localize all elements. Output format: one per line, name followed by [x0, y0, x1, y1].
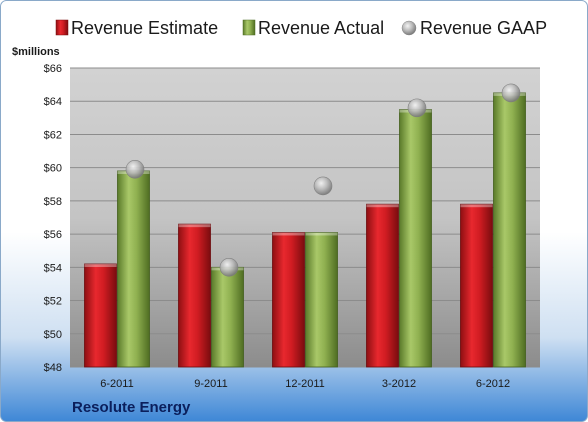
bar-estimate-highlight: [460, 204, 493, 208]
y-tick-label: $52: [44, 296, 62, 308]
legend-label-actual: Revenue Actual: [258, 18, 384, 38]
legend: Revenue Estimate Revenue Actual Revenue …: [55, 18, 547, 38]
gaap-point: [219, 258, 239, 277]
x-tick-label: 6-2012: [476, 378, 510, 390]
y-tick-label: $62: [44, 129, 62, 141]
legend-label-estimate: Revenue Estimate: [71, 18, 218, 38]
bar-estimate-highlight: [366, 204, 399, 208]
gaap-point: [125, 160, 145, 179]
legend-marker-gaap: [401, 20, 417, 36]
y-axis-unit-label: $millions: [12, 46, 60, 58]
x-axis: 6-2011 9-2011 12-2011 3-2012 6-2012: [100, 378, 510, 390]
bar-actual: [493, 92, 526, 368]
gaap-point: [407, 98, 427, 118]
gaap-point: [313, 176, 333, 196]
y-axis: $48 $50 $52 $54 $56 $58 $60 $62 $64 $66: [44, 63, 62, 374]
gaap-markers: [125, 83, 521, 277]
y-tick-label: $60: [44, 163, 62, 175]
bar-estimate-highlight: [272, 232, 305, 236]
gaap-point: [501, 83, 521, 103]
bar-estimate-highlight: [84, 264, 117, 268]
company-name: Resolute Energy: [72, 399, 191, 416]
bar-estimate: [272, 232, 305, 368]
bar-actual-highlight: [305, 232, 338, 236]
y-tick-label: $58: [44, 196, 62, 208]
bar-estimate: [178, 223, 211, 368]
y-tick-label: $66: [44, 63, 62, 75]
x-tick-label: 6-2011: [100, 378, 133, 390]
y-tick-label: $50: [44, 329, 62, 341]
bar-actual: [117, 170, 150, 368]
bar-estimate: [84, 263, 117, 368]
y-tick-label: $64: [44, 96, 62, 108]
bar-actual: [399, 109, 432, 368]
bar-actual: [305, 232, 338, 368]
y-tick-label: $56: [44, 229, 62, 241]
legend-swatch-actual: [242, 19, 256, 36]
bar-estimate-highlight: [178, 224, 211, 228]
y-tick-label: $54: [44, 262, 62, 274]
bar-actual: [211, 266, 244, 368]
y-tick-label: $48: [44, 362, 62, 374]
x-tick-label: 3-2012: [382, 378, 416, 390]
legend-label-gaap: Revenue GAAP: [420, 18, 547, 38]
bar-estimate: [460, 203, 493, 368]
legend-swatch-estimate: [55, 19, 69, 36]
bars: [84, 92, 526, 368]
bar-estimate: [366, 203, 399, 368]
x-tick-label: 12-2011: [285, 378, 325, 390]
x-tick-label: 9-2011: [194, 378, 227, 390]
